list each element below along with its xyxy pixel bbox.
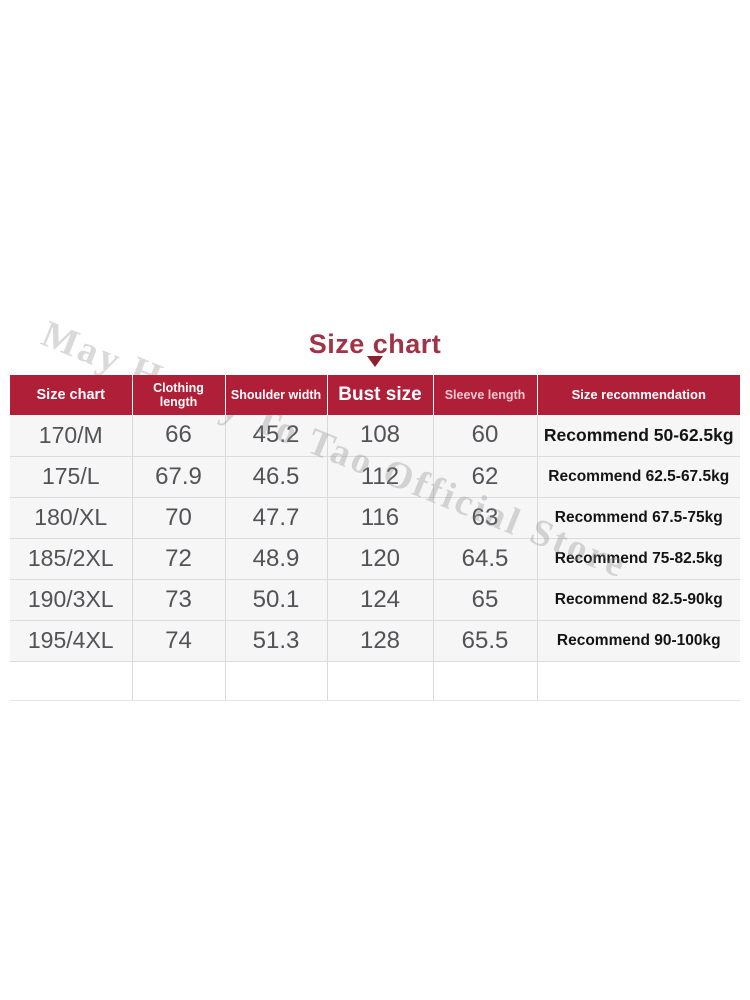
cell-size: 180/XL: [10, 497, 132, 539]
table-header-row: Size chart Clothing length Shoulder widt…: [10, 375, 740, 415]
header-bust-size: Bust size: [326, 375, 433, 415]
cell-shoulder-width: 50.1: [224, 579, 327, 621]
cell-size: 190/3XL: [10, 579, 132, 621]
header-sleeve-length: Sleeve length: [432, 375, 537, 415]
table-row: 190/3XL 73 50.1 124 65 Recommend 82.5-90…: [10, 579, 740, 621]
size-chart-table: Size chart Clothing length Shoulder widt…: [10, 375, 740, 701]
title-block: Size chart: [0, 329, 750, 371]
cell-recommendation: Recommend 62.5-67.5kg: [536, 456, 740, 498]
cell-shoulder-width: 47.7: [224, 497, 327, 539]
cell-size: 195/4XL: [10, 620, 132, 662]
cell-recommendation: Recommend 82.5-90kg: [536, 579, 740, 621]
table-row: 195/4XL 74 51.3 128 65.5 Recommend 90-10…: [10, 620, 740, 662]
cell-clothing-length: 67.9: [131, 456, 225, 498]
cell-sleeve: 63: [432, 497, 537, 539]
header-clothing-length: Clothing length: [131, 375, 225, 415]
cell-bust: 120: [326, 538, 433, 580]
empty-cell: [10, 661, 132, 701]
empty-cell: [224, 661, 327, 701]
cell-clothing-length: 74: [131, 620, 225, 662]
cell-bust: 128: [326, 620, 433, 662]
cell-clothing-length: 70: [131, 497, 225, 539]
header-shoulder-width: Shoulder width: [224, 375, 327, 415]
cell-clothing-length: 73: [131, 579, 225, 621]
cell-clothing-length: 72: [131, 538, 225, 580]
table-row: 185/2XL 72 48.9 120 64.5 Recommend 75-82…: [10, 538, 740, 580]
cell-shoulder-width: 45.2: [224, 415, 327, 457]
cell-bust: 108: [326, 415, 433, 457]
empty-cell: [432, 661, 537, 701]
cell-sleeve: 65: [432, 579, 537, 621]
cell-sleeve: 60: [432, 415, 537, 457]
cell-bust: 124: [326, 579, 433, 621]
table-row: 175/L 67.9 46.5 112 62 Recommend 62.5-67…: [10, 456, 740, 498]
empty-cell: [536, 661, 740, 701]
empty-table-row: [10, 661, 740, 701]
cell-size: 175/L: [10, 456, 132, 498]
table-row: 170/M 66 45.2 108 60 Recommend 50-62.5kg: [10, 415, 740, 457]
cell-sleeve: 64.5: [432, 538, 537, 580]
empty-cell: [326, 661, 433, 701]
cell-size: 170/M: [10, 415, 132, 457]
cell-clothing-length: 66: [131, 415, 225, 457]
cell-recommendation: Recommend 90-100kg: [536, 620, 740, 662]
header-size: Size chart: [10, 375, 132, 415]
arrow-down-icon: [367, 356, 383, 367]
cell-shoulder-width: 48.9: [224, 538, 327, 580]
cell-bust: 116: [326, 497, 433, 539]
cell-sleeve: 62: [432, 456, 537, 498]
cell-recommendation: Recommend 75-82.5kg: [536, 538, 740, 580]
cell-shoulder-width: 46.5: [224, 456, 327, 498]
cell-recommendation: Recommend 67.5-75kg: [536, 497, 740, 539]
table-row: 180/XL 70 47.7 116 63 Recommend 67.5-75k…: [10, 497, 740, 539]
cell-bust: 112: [326, 456, 433, 498]
empty-cell: [131, 661, 225, 701]
cell-shoulder-width: 51.3: [224, 620, 327, 662]
page-title: Size chart: [308, 329, 442, 359]
header-recommendation: Size recommendation: [536, 375, 740, 415]
cell-sleeve: 65.5: [432, 620, 537, 662]
cell-size: 185/2XL: [10, 538, 132, 580]
cell-recommendation: Recommend 50-62.5kg: [536, 415, 740, 457]
